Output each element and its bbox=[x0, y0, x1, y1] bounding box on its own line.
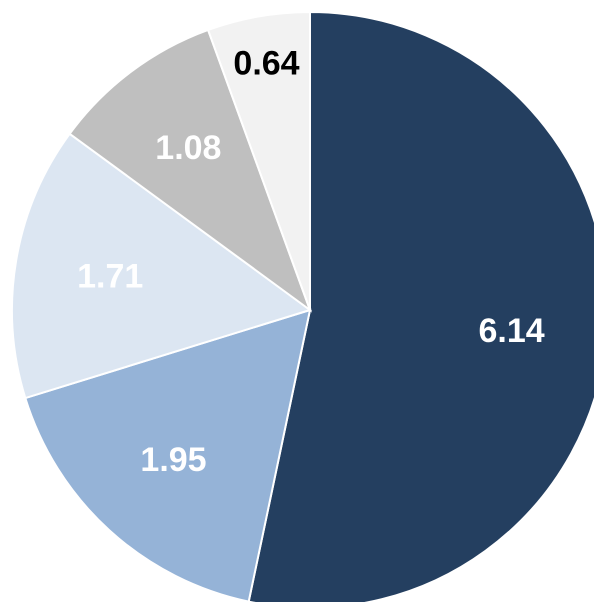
pie-data-label-2: 1.95 bbox=[140, 441, 206, 479]
pie-slice-2 bbox=[24, 308, 312, 602]
pie-slice-3 bbox=[11, 132, 313, 400]
pie-data-label-3: 1.71 bbox=[77, 257, 143, 295]
pie-data-labels: 6.14 1.95 1.71 1.08 0.64 bbox=[77, 45, 545, 479]
pie-slice-5 bbox=[206, 10, 311, 311]
pie-slices bbox=[11, 10, 594, 602]
pie-data-label-4: 1.08 bbox=[155, 129, 221, 167]
pie-data-label-5: 0.64 bbox=[233, 45, 299, 83]
pie-slice-4 bbox=[68, 28, 313, 313]
pie-slice-1 bbox=[247, 10, 594, 602]
pie-data-label-1: 6.14 bbox=[479, 312, 545, 350]
